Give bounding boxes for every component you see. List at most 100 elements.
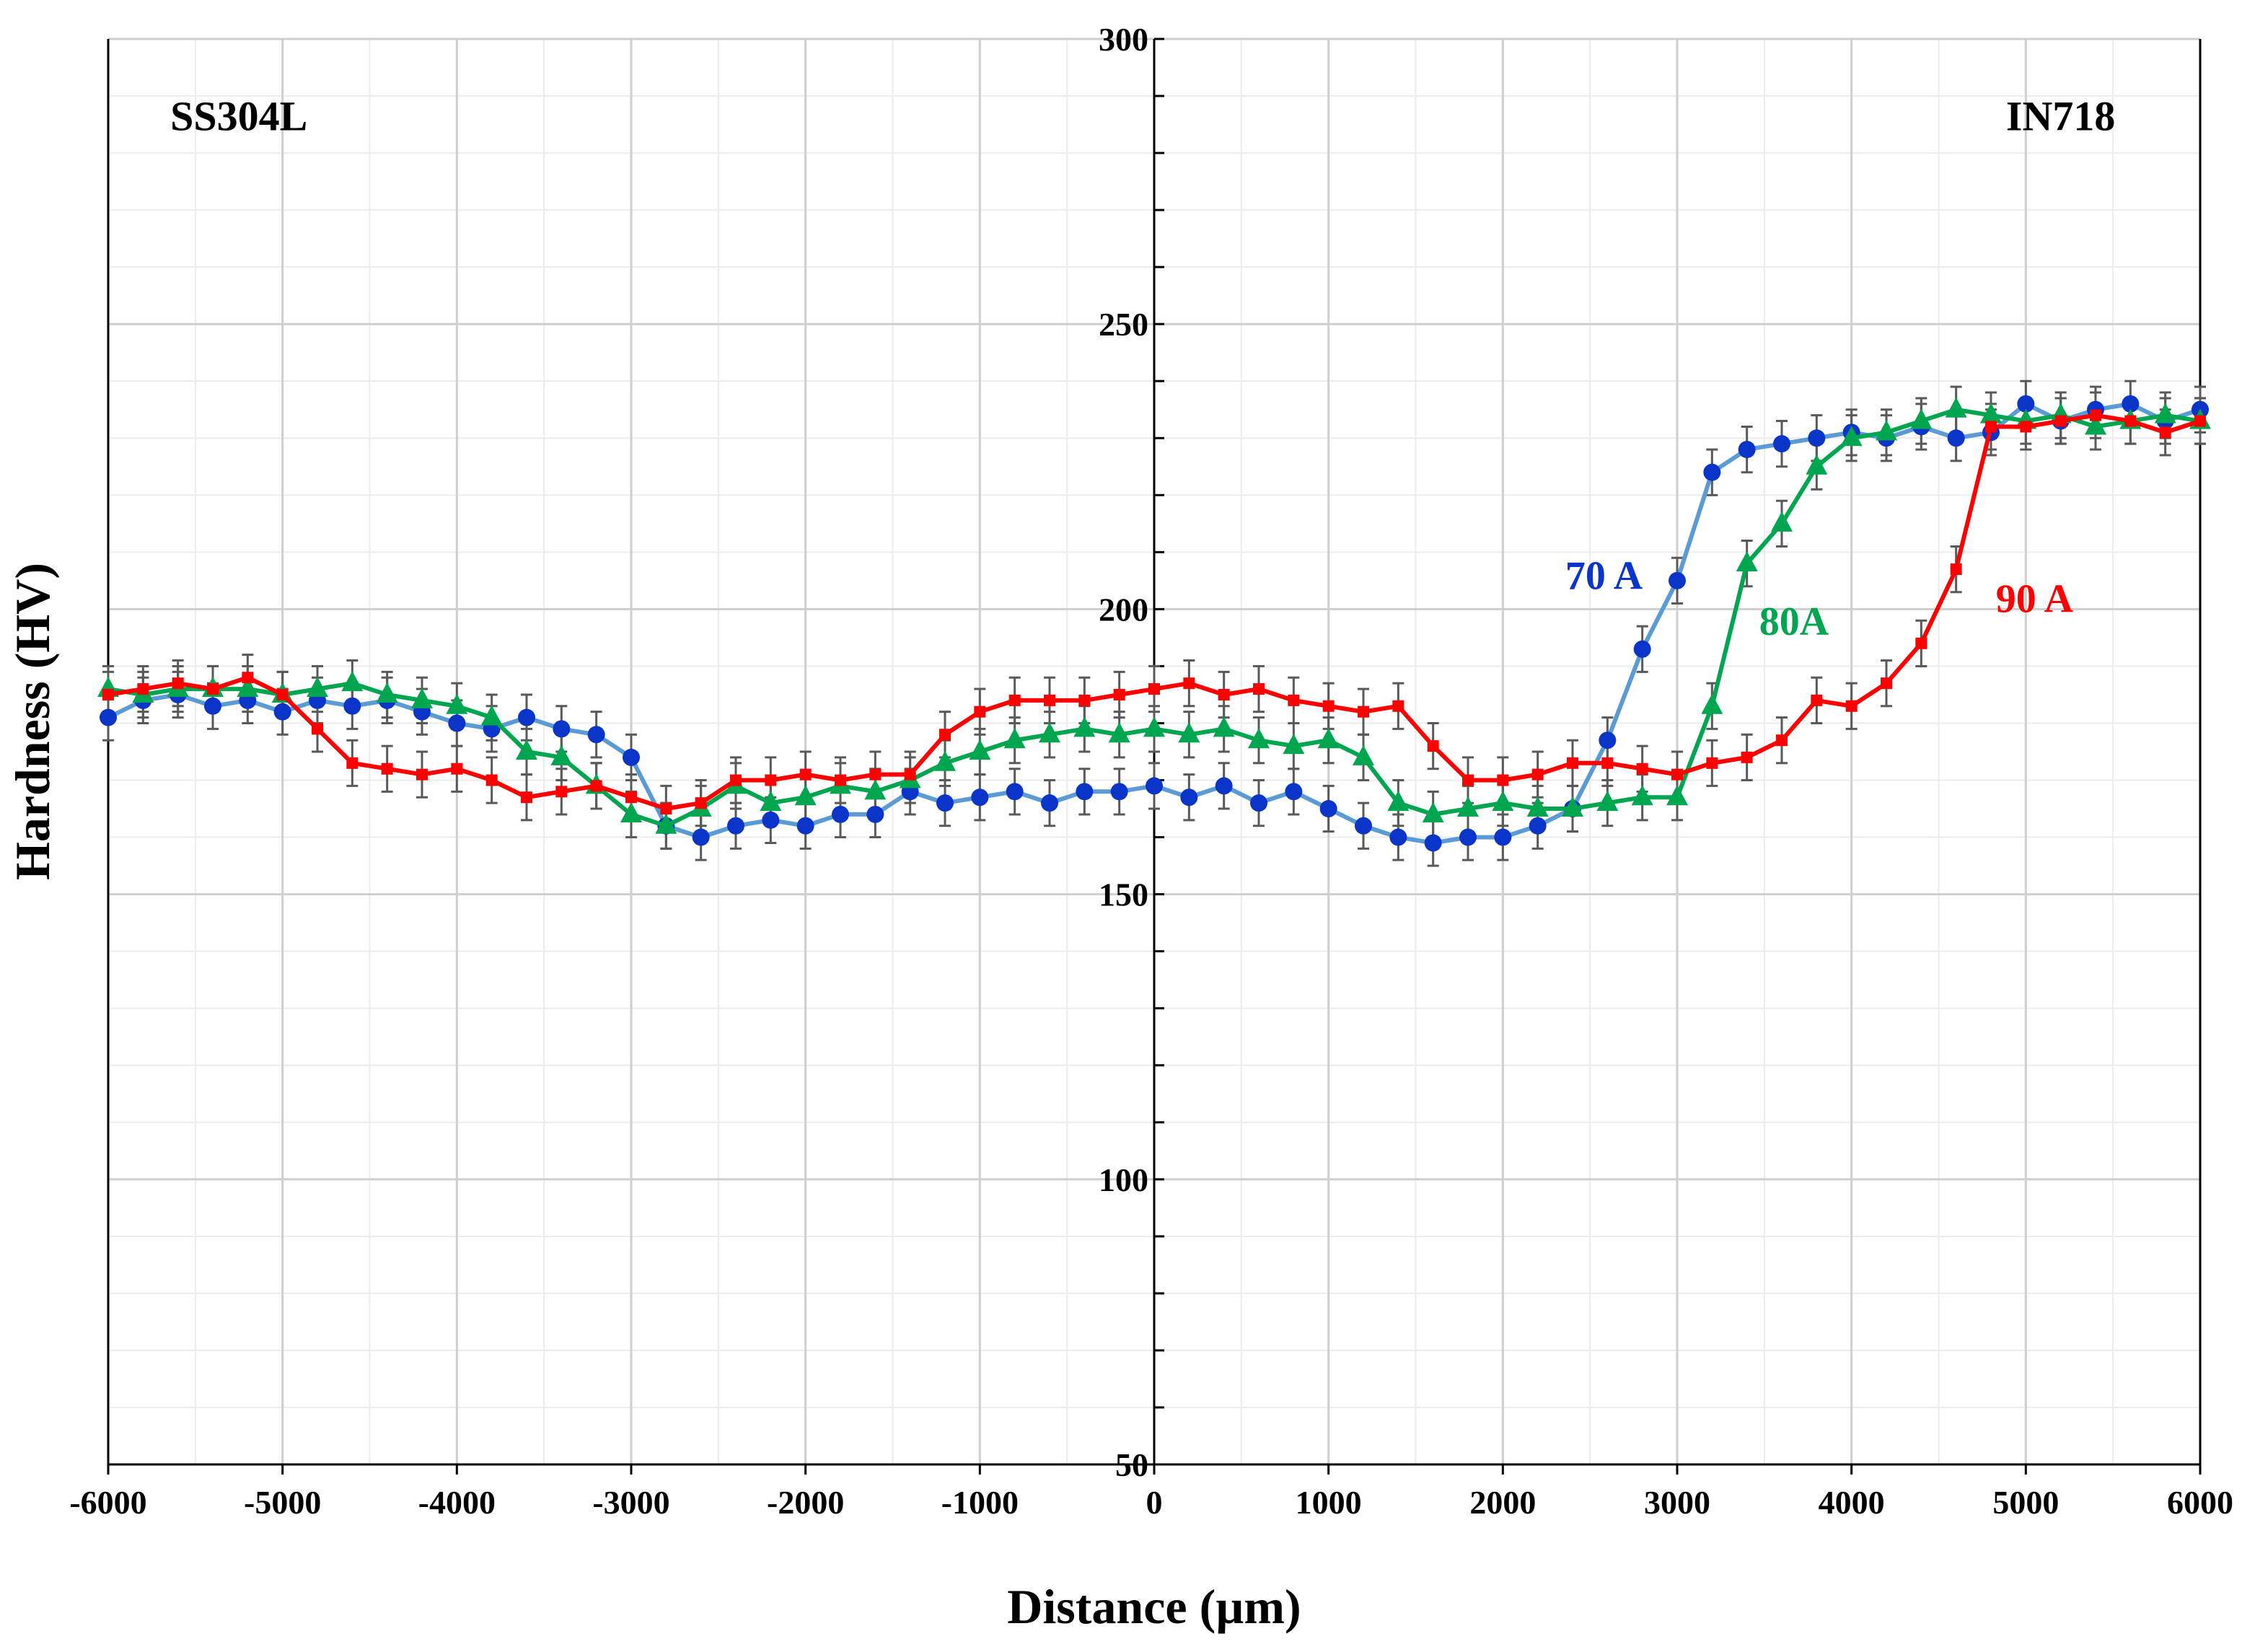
- data-series: [97, 395, 2211, 852]
- y-tick-label: 150: [1099, 876, 1148, 913]
- data-point-90a: [835, 774, 846, 786]
- data-point-90a: [521, 791, 532, 804]
- data-point-80a: [1317, 728, 1340, 749]
- data-point-70a: [100, 708, 117, 726]
- data-point-90a: [1044, 694, 1055, 706]
- data-point-90a: [207, 683, 219, 695]
- x-tick-label: 5000: [1992, 1484, 2059, 1521]
- data-point-70a: [1808, 429, 1826, 447]
- data-point-70a: [1494, 828, 1512, 846]
- data-point-80a: [1283, 734, 1305, 755]
- data-point-90a: [276, 688, 289, 700]
- data-point-90a: [102, 688, 114, 700]
- data-point-80a: [1526, 796, 1549, 817]
- data-point-80a: [1213, 716, 1235, 737]
- data-point-90a: [1881, 677, 1892, 690]
- data-point-80a: [1876, 420, 1897, 441]
- data-point-80a: [655, 813, 677, 834]
- x-tick-label: -3000: [592, 1484, 669, 1521]
- data-point-90a: [346, 757, 359, 769]
- annotations: 70 A 80A 90 A SS304L IN718: [170, 92, 2115, 644]
- data-point-90a: [1288, 694, 1300, 706]
- data-point-90a: [1531, 768, 1544, 781]
- data-point-70a: [1599, 731, 1617, 750]
- data-point-70a: [1424, 834, 1442, 852]
- data-point-80a: [1143, 716, 1165, 737]
- x-tick-label: 3000: [1644, 1484, 1710, 1521]
- x-tick-label: -2000: [767, 1484, 844, 1521]
- data-point-90a: [590, 780, 602, 792]
- data-point-70a: [2017, 395, 2035, 413]
- data-point-90a: [939, 729, 951, 741]
- data-point-90a: [1113, 688, 1125, 700]
- x-tick-label: -5000: [244, 1484, 321, 1521]
- data-point-70a: [204, 697, 221, 715]
- data-point-90a: [381, 763, 393, 775]
- data-point-80a: [1422, 801, 1444, 822]
- data-point-80a: [550, 744, 573, 765]
- x-tick-label: -1000: [941, 1484, 1019, 1521]
- data-point-80a: [1910, 408, 1933, 429]
- data-point-70a: [1180, 788, 1198, 807]
- data-point-70a: [1110, 783, 1128, 801]
- data-point-90a: [555, 786, 568, 798]
- data-point-80a: [1248, 728, 1270, 749]
- data-point-70a: [1669, 571, 1686, 589]
- data-point-80a: [1039, 722, 1060, 743]
- data-point-90a: [799, 768, 812, 781]
- data-point-70a: [518, 708, 535, 726]
- x-tick-label: 2000: [1469, 1484, 1536, 1521]
- data-point-70a: [692, 828, 710, 846]
- data-point-90a: [625, 791, 637, 804]
- data-point-70a: [1703, 463, 1721, 481]
- data-point-90a: [2020, 421, 2032, 433]
- data-point-70a: [1947, 429, 1965, 447]
- data-point-70a: [796, 817, 814, 835]
- data-point-70a: [727, 817, 744, 835]
- data-point-80a: [1492, 791, 1514, 812]
- data-point-90a: [974, 706, 986, 718]
- y-tick-label: 50: [1115, 1446, 1148, 1483]
- data-point-80a: [1457, 796, 1479, 817]
- data-point-90a: [2090, 409, 2101, 421]
- data-point-70a: [1319, 800, 1337, 818]
- data-point-70a: [1285, 783, 1303, 801]
- data-point-80a: [1980, 403, 2002, 423]
- data-point-90a: [137, 683, 149, 695]
- data-point-80a: [2085, 414, 2106, 435]
- data-point-90a: [172, 677, 184, 690]
- x-tick-label: 1000: [1296, 1484, 1362, 1521]
- data-point-80a: [969, 739, 991, 760]
- data-point-80a: [341, 671, 364, 692]
- data-point-90a: [1497, 774, 1509, 786]
- region-label-ss304l: SS304L: [170, 92, 307, 139]
- data-point-80a: [1353, 744, 1374, 765]
- data-point-70a: [1773, 435, 1790, 453]
- data-point-80a: [1003, 728, 1026, 749]
- x-tick-label: -6000: [69, 1484, 146, 1521]
- y-tick-label: 300: [1099, 21, 1148, 58]
- data-point-90a: [1950, 563, 1962, 576]
- x-tick-label: -4000: [418, 1484, 496, 1521]
- data-point-80a: [864, 779, 887, 800]
- data-point-90a: [1811, 694, 1823, 706]
- x-axis-title: Distance (µm): [1007, 1579, 1301, 1634]
- data-point-80a: [1701, 693, 1723, 714]
- data-point-90a: [1183, 677, 1195, 690]
- data-point-90a: [1915, 637, 1927, 649]
- data-point-90a: [1985, 421, 1997, 433]
- data-point-80a: [934, 750, 956, 771]
- data-point-90a: [1462, 774, 1474, 786]
- data-point-90a: [1253, 683, 1265, 695]
- data-point-90a: [730, 774, 742, 786]
- data-point-90a: [1567, 757, 1578, 769]
- data-point-70a: [762, 811, 780, 829]
- region-label-in718: IN718: [2006, 92, 2115, 139]
- data-point-80a: [1840, 426, 1863, 447]
- y-axis-title: Hardness (HV): [5, 563, 60, 880]
- data-point-90a: [242, 672, 254, 684]
- x-tick-label: 6000: [2167, 1484, 2233, 1521]
- data-point-80a: [1178, 722, 1200, 743]
- y-tick-label: 200: [1099, 591, 1148, 628]
- data-point-90a: [1706, 757, 1718, 769]
